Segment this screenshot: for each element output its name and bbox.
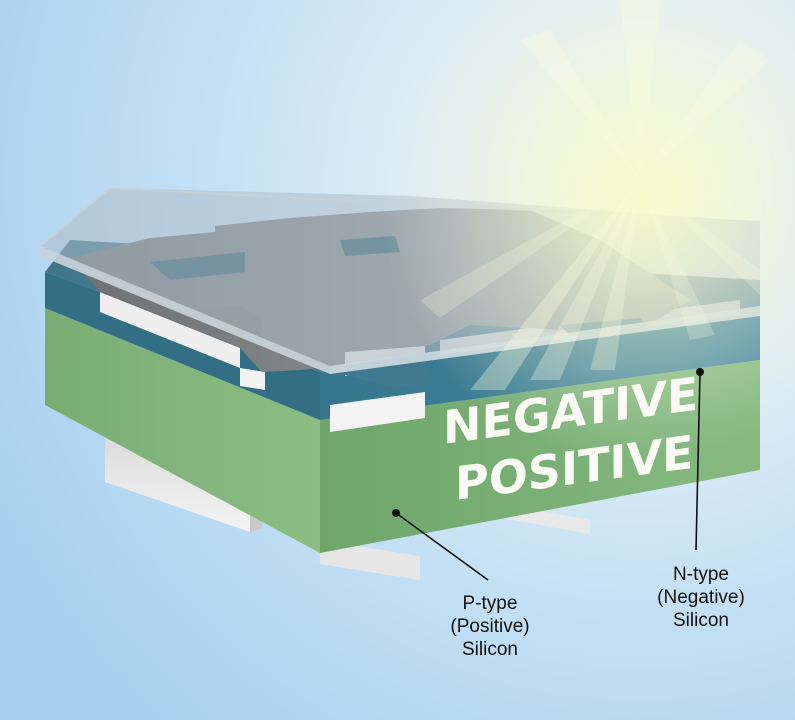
p-type-callout-line3: Silicon [462, 639, 518, 660]
n-type-callout-line2: (Negative) [657, 587, 745, 608]
p-type-leader [392, 509, 489, 581]
n-type-leader [695, 368, 704, 551]
n-type-callout: N-type (Negative) Silicon [636, 563, 766, 632]
p-type-callout-line2: (Positive) [450, 616, 530, 637]
p-type-callout: P-type (Positive) Silicon [425, 592, 555, 661]
n-type-callout-line1: N-type [673, 564, 729, 585]
n-type-callout-line3: Silicon [673, 610, 729, 631]
p-type-callout-line1: P-type [462, 593, 518, 614]
